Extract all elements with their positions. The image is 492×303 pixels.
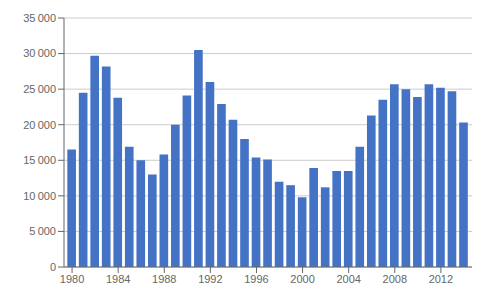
svg-text:10 000: 10 000 xyxy=(23,190,56,202)
svg-text:15 000: 15 000 xyxy=(23,154,56,166)
svg-text:2012: 2012 xyxy=(429,273,453,285)
svg-text:1992: 1992 xyxy=(198,273,222,285)
svg-text:25 000: 25 000 xyxy=(23,83,56,95)
svg-text:20 000: 20 000 xyxy=(23,119,56,131)
svg-text:30 000: 30 000 xyxy=(23,47,56,59)
svg-text:1984: 1984 xyxy=(106,273,130,285)
svg-text:1988: 1988 xyxy=(152,273,176,285)
svg-text:35 000: 35 000 xyxy=(23,12,56,24)
svg-text:2000: 2000 xyxy=(290,273,314,285)
svg-text:2008: 2008 xyxy=(383,273,407,285)
svg-text:5 000: 5 000 xyxy=(29,225,56,237)
svg-text:1996: 1996 xyxy=(244,273,268,285)
svg-text:0: 0 xyxy=(50,261,56,273)
svg-text:2004: 2004 xyxy=(336,273,360,285)
svg-text:1980: 1980 xyxy=(60,273,84,285)
